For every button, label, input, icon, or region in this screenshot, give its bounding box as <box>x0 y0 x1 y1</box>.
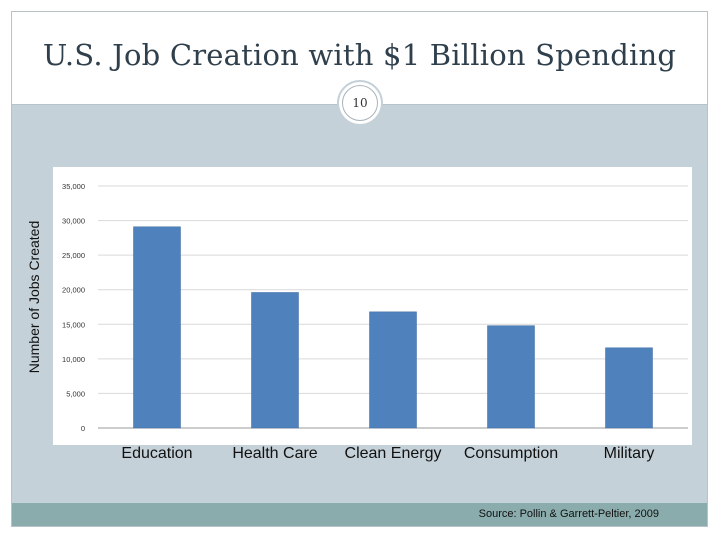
bar-military <box>605 347 653 429</box>
x-tick-labels: Education Health Care Clean Energy Consumpt… <box>121 445 654 462</box>
y-tick-label: 5,000 <box>66 389 85 398</box>
y-axis-label: Number of Jobs Created <box>26 220 42 374</box>
bar-consumption <box>487 325 535 429</box>
slide-number-badge: 10 <box>337 80 383 126</box>
bars <box>133 226 653 429</box>
x-tick-label: Education <box>121 445 192 462</box>
y-tick-labels: 0 5,000 10,000 15,000 20,000 25,000 30,000 35,0… <box>62 182 85 433</box>
y-tick-label: 20,000 <box>62 286 85 295</box>
y-tick-label: 25,000 <box>62 251 85 260</box>
y-tick-label: 15,000 <box>62 320 85 329</box>
bar-clean-energy <box>369 311 417 429</box>
x-tick-label: Military <box>604 445 655 462</box>
bar-education <box>133 226 181 429</box>
slide-number: 10 <box>342 85 378 121</box>
y-tick-label: 35,000 <box>62 182 85 191</box>
footer-bar: Source: Pollin & Garrett-Peltier, 2009 <box>12 503 707 526</box>
y-tick-label: 10,000 <box>62 355 85 364</box>
bar-chart: 0 5,000 10,000 15,000 20,000 25,000 30,000 35,0… <box>53 167 692 462</box>
x-tick-label: Health Care <box>232 445 317 462</box>
slide-title: U.S. Job Creation with $1 Billion Spendi… <box>42 38 677 72</box>
x-tick-label: Consumption <box>464 445 558 462</box>
y-tick-label: 30,000 <box>62 217 85 226</box>
source-citation: Source: Pollin & Garrett-Peltier, 2009 <box>478 508 659 520</box>
bar-health-care <box>251 292 299 429</box>
x-tick-label: Clean Energy <box>345 445 442 462</box>
y-tick-label: 0 <box>81 424 85 433</box>
